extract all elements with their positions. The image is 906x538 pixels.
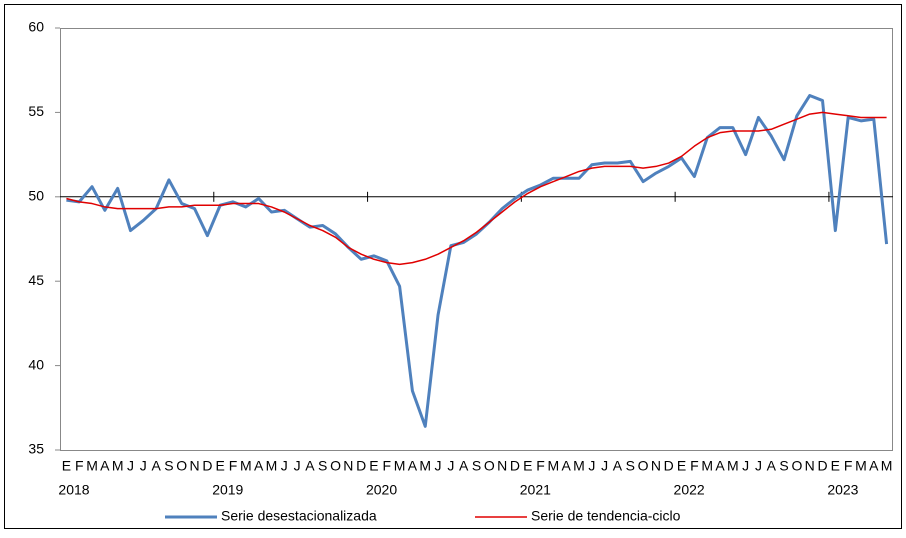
x-tick-label: M — [112, 458, 124, 474]
x-tick-label: J — [281, 458, 288, 474]
series-line — [66, 111, 887, 266]
x-tick-label: J — [755, 458, 762, 474]
x-tick-label: S — [626, 458, 635, 474]
x-tick-label: F — [229, 458, 238, 474]
x-tick-label: J — [127, 458, 134, 474]
x-tick-label: F — [536, 458, 545, 474]
x-tick-label: N — [651, 458, 661, 474]
x-tick-label: D — [510, 458, 520, 474]
legend-label: Serie desestacionalizada — [221, 508, 377, 524]
x-tick-label: A — [869, 458, 879, 474]
x-tick-label: N — [343, 458, 353, 474]
x-tick-label: A — [459, 458, 469, 474]
x-tick-label: J — [294, 458, 301, 474]
x-tick-label: A — [254, 458, 264, 474]
x-tick-label: D — [817, 458, 827, 474]
x-tick-label: F — [75, 458, 84, 474]
x-tick-label: A — [715, 458, 725, 474]
x-tick-label: M — [548, 458, 560, 474]
x-tick-label: A — [408, 458, 418, 474]
year-label: 2022 — [674, 482, 705, 498]
x-tick-label: M — [86, 458, 98, 474]
legend-label: Serie de tendencia-ciclo — [531, 508, 681, 524]
x-tick-label: E — [677, 458, 686, 474]
plot-frame — [60, 28, 893, 451]
x-tick-label: A — [767, 458, 777, 474]
x-tick-label: D — [356, 458, 366, 474]
x-tick-label: M — [266, 458, 278, 474]
x-tick-label: M — [855, 458, 867, 474]
y-tick-label: 35 — [28, 441, 44, 457]
x-tick-label: M — [394, 458, 406, 474]
x-tick-label: A — [613, 458, 623, 474]
x-tick-label: S — [779, 458, 788, 474]
x-tick-label: M — [240, 458, 252, 474]
y-tick-label: 50 — [28, 188, 44, 204]
x-tick-label: D — [664, 458, 674, 474]
year-label: 2019 — [212, 482, 243, 498]
year-label: 2021 — [520, 482, 551, 498]
x-tick-label: A — [100, 458, 110, 474]
x-tick-label: N — [805, 458, 815, 474]
x-tick-label: A — [562, 458, 572, 474]
x-tick-label: M — [573, 458, 585, 474]
x-tick-label: J — [140, 458, 147, 474]
x-tick-label: O — [484, 458, 495, 474]
year-label: 2020 — [366, 482, 397, 498]
x-tick-label: S — [164, 458, 173, 474]
x-tick-label: A — [151, 458, 161, 474]
x-tick-label: S — [318, 458, 327, 474]
year-label: 2018 — [58, 482, 89, 498]
x-tick-label: J — [588, 458, 595, 474]
x-tick-label: F — [844, 458, 853, 474]
x-tick-label: E — [523, 458, 532, 474]
x-tick-label: O — [176, 458, 187, 474]
x-tick-label: O — [638, 458, 649, 474]
x-tick-label: M — [701, 458, 713, 474]
x-tick-label: F — [383, 458, 392, 474]
x-tick-label: D — [202, 458, 212, 474]
x-tick-label: J — [601, 458, 608, 474]
x-tick-label: N — [189, 458, 199, 474]
x-tick-label: M — [727, 458, 739, 474]
y-tick-label: 40 — [28, 356, 44, 372]
x-tick-label: E — [216, 458, 225, 474]
x-tick-label: M — [881, 458, 893, 474]
x-tick-label: O — [330, 458, 341, 474]
x-tick-label: M — [419, 458, 431, 474]
x-tick-label: A — [305, 458, 315, 474]
x-tick-label: J — [435, 458, 442, 474]
x-tick-label: E — [369, 458, 378, 474]
y-tick-label: 55 — [28, 103, 44, 119]
x-tick-label: J — [447, 458, 454, 474]
series-line — [66, 94, 889, 428]
chart-frame — [4, 4, 902, 529]
x-tick-label: O — [791, 458, 802, 474]
x-tick-label: N — [497, 458, 507, 474]
x-tick-label: F — [690, 458, 699, 474]
x-tick-label: J — [742, 458, 749, 474]
y-tick-label: 45 — [28, 272, 44, 288]
year-label: 2023 — [827, 482, 858, 498]
x-tick-label: E — [62, 458, 71, 474]
x-tick-label: S — [472, 458, 481, 474]
x-tick-label: E — [831, 458, 840, 474]
y-tick-label: 60 — [28, 19, 44, 35]
